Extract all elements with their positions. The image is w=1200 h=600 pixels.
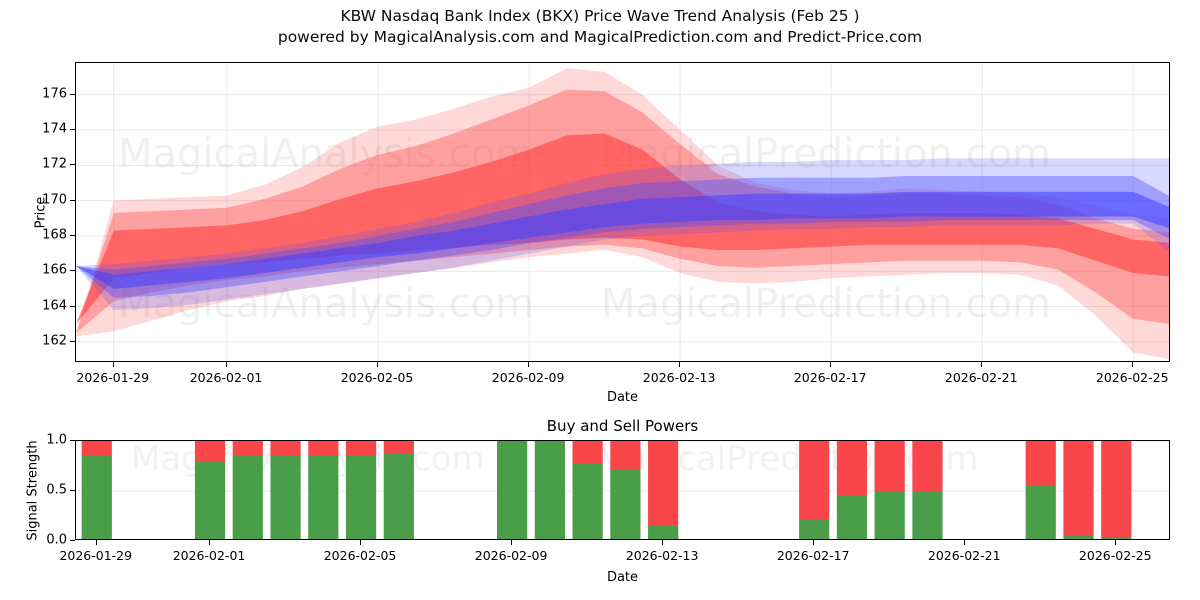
powers-subplot-title: Buy and Sell Powers bbox=[546, 417, 699, 435]
price-ytick-mark bbox=[70, 270, 75, 272]
buy-sell-powers-plot: MagicalAnalysis.com MagicalPrediction.co… bbox=[75, 440, 1170, 540]
price-yaxis-title: Price bbox=[33, 196, 49, 229]
powers-yaxis-title: Signal Strength bbox=[25, 440, 41, 541]
powers-ytick-label: 0.0 bbox=[46, 532, 67, 548]
price-ytick-label: 166 bbox=[42, 262, 67, 278]
chart-title: KBW Nasdaq Bank Index (BKX) Price Wave T… bbox=[340, 7, 860, 25]
price-ytick-label: 162 bbox=[42, 333, 67, 349]
price-xtick-mark bbox=[1132, 362, 1134, 367]
powers-xtick-label: 2026-02-13 bbox=[625, 548, 699, 563]
powers-xtick-mark bbox=[813, 540, 815, 545]
powers-ytick-label: 0.5 bbox=[46, 482, 67, 498]
page-title: KBW Nasdaq Bank Index (BKX) Price Wave T… bbox=[0, 6, 1200, 48]
powers-xtick-label: 2026-02-09 bbox=[474, 548, 548, 563]
powers-xtick-label: 2026-01-29 bbox=[59, 548, 133, 563]
price-xtick-label: 2026-02-01 bbox=[189, 370, 263, 385]
powers-xtick-mark bbox=[1115, 540, 1117, 545]
price-ytick-label: 172 bbox=[42, 156, 67, 172]
powers-xtick-label: 2026-02-17 bbox=[776, 548, 850, 563]
price-xtick-mark bbox=[226, 362, 228, 367]
powers-xtick-mark bbox=[209, 540, 211, 545]
price-xtick-label: 2026-02-09 bbox=[491, 370, 565, 385]
price-xtick-mark bbox=[830, 362, 832, 367]
price-ytick-mark bbox=[70, 199, 75, 201]
price-xtick-mark bbox=[528, 362, 530, 367]
powers-xtick-mark bbox=[662, 540, 664, 545]
price-xtick-label: 2026-02-21 bbox=[944, 370, 1018, 385]
powers-ytick-mark bbox=[70, 440, 75, 441]
powers-xtick-label: 2026-02-01 bbox=[172, 548, 246, 563]
powers-xtick-mark bbox=[360, 540, 362, 545]
powers-bars bbox=[81, 441, 1132, 539]
price-ytick-mark bbox=[70, 340, 75, 342]
powers-xtick-label: 2026-02-21 bbox=[927, 548, 1001, 563]
price-xtick-label: 2026-02-13 bbox=[642, 370, 716, 385]
powers-xtick-mark bbox=[511, 540, 513, 545]
price-ytick-mark bbox=[70, 305, 75, 307]
price-ytick-label: 174 bbox=[42, 121, 67, 137]
price-ytick-label: 168 bbox=[42, 227, 67, 243]
powers-ytick-mark bbox=[70, 490, 75, 491]
powers-ytick-label: 1.0 bbox=[46, 432, 67, 448]
price-xtick-label: 2026-01-29 bbox=[76, 370, 150, 385]
powers-xtick-label: 2026-02-25 bbox=[1078, 548, 1152, 563]
chart-subtitle: powered by MagicalAnalysis.com and Magic… bbox=[277, 28, 923, 46]
powers-xtick-mark bbox=[964, 540, 966, 545]
price-xtick-label: 2026-02-17 bbox=[793, 370, 867, 385]
price-xtick-label: 2026-02-05 bbox=[340, 370, 414, 385]
powers-xtick-mark bbox=[95, 540, 97, 545]
price-xtick-mark bbox=[679, 362, 681, 367]
powers-ytick-mark bbox=[70, 540, 75, 541]
powers-xtick-label: 2026-02-05 bbox=[323, 548, 397, 563]
price-xtick-mark bbox=[981, 362, 983, 367]
price-xaxis-title: Date bbox=[606, 390, 639, 405]
price-ytick-mark bbox=[70, 129, 75, 131]
price-xtick-label: 2026-02-25 bbox=[1095, 370, 1169, 385]
price-wave-plot: MagicalAnalysis.com MagicalPrediction.co… bbox=[75, 62, 1170, 362]
price-ytick-mark bbox=[70, 93, 75, 95]
price-ytick-label: 164 bbox=[42, 298, 67, 314]
price-wave-bands bbox=[76, 68, 1169, 360]
price-ytick-label: 176 bbox=[42, 86, 67, 102]
powers-xaxis-title: Date bbox=[606, 570, 639, 585]
price-ytick-mark bbox=[70, 234, 75, 236]
price-ytick-mark bbox=[70, 164, 75, 166]
price-xtick-mark bbox=[112, 362, 114, 367]
price-ytick-label: 170 bbox=[42, 192, 67, 208]
price-xtick-mark bbox=[377, 362, 379, 367]
